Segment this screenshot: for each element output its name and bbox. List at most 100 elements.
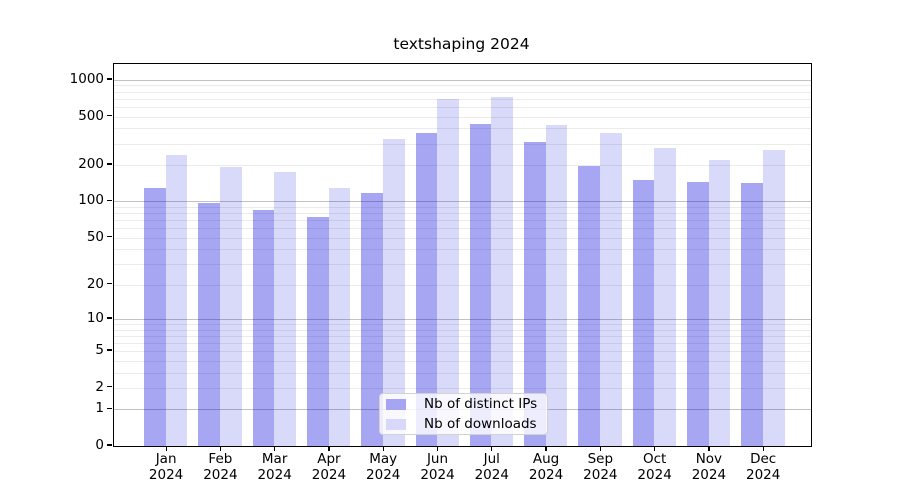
y-tick-mark — [107, 407, 112, 409]
y-tick-mark — [107, 163, 112, 165]
x-tick-label-aug: Aug 2024 — [528, 451, 564, 483]
bar-downloads-apr — [328, 187, 351, 446]
minor-gridline — [114, 220, 811, 222]
major-gridline — [114, 318, 811, 320]
x-tick-label-feb: Feb 2024 — [203, 451, 238, 483]
chart-title: textshaping 2024 — [393, 35, 530, 53]
y-tick-label: 10 — [86, 309, 104, 326]
minor-gridline — [114, 143, 811, 145]
x-tick-label-oct: Oct 2024 — [637, 451, 672, 483]
y-tick-label: 50 — [86, 228, 104, 245]
bar-ips-jul — [469, 124, 492, 446]
x-tick-label-apr: Apr 2024 — [311, 451, 347, 483]
x-tick-label-dec: Dec 2024 — [745, 451, 781, 483]
x-tick-mark — [491, 446, 493, 452]
bar-ips-feb — [198, 202, 221, 446]
x-tick-mark — [165, 446, 167, 452]
minor-gridline — [114, 98, 811, 100]
x-tick-mark — [545, 446, 547, 452]
minor-gridline — [114, 264, 811, 266]
y-tick-mark — [107, 283, 112, 285]
bar-downloads-jun — [437, 99, 459, 446]
bar-downloads-jan — [165, 154, 188, 446]
bar-ips-aug — [524, 141, 546, 446]
minor-gridline — [114, 213, 811, 215]
bar-downloads-nov — [708, 159, 731, 446]
x-tick-mark — [328, 446, 330, 452]
minor-gridline — [114, 351, 811, 353]
legend-swatch-downloads — [386, 418, 406, 430]
minor-gridline — [114, 360, 811, 362]
bar-ips-may — [361, 192, 383, 446]
minor-gridline — [114, 164, 811, 166]
legend-item-downloads: Nb of downloads — [386, 414, 547, 434]
y-tick-label: 500 — [78, 107, 104, 124]
minor-gridline — [114, 228, 811, 230]
bar-downloads-may — [382, 138, 405, 446]
y-tick-mark — [107, 349, 112, 351]
bar-downloads-mar — [274, 171, 297, 446]
bar-ips-jan — [144, 187, 166, 446]
legend-swatch-distinct-ips — [386, 398, 406, 410]
y-tick-mark — [107, 444, 112, 446]
y-tick-label: 5 — [95, 342, 104, 359]
minor-gridline — [114, 335, 811, 337]
y-tick-label: 2 — [95, 378, 104, 395]
bar-downloads-aug — [545, 124, 568, 446]
minor-gridline — [114, 128, 811, 130]
bar-ips-dec — [741, 183, 763, 446]
y-tick-mark — [107, 236, 112, 238]
minor-gridline — [114, 372, 811, 374]
bar-downloads-sep — [600, 132, 622, 446]
y-tick-label: 200 — [78, 155, 104, 172]
bar-ips-nov — [686, 181, 709, 446]
x-tick-label-may: May 2024 — [366, 451, 401, 483]
bar-ips-oct — [632, 180, 655, 446]
major-gridline — [114, 201, 811, 203]
bar-ips-apr — [306, 217, 329, 446]
x-tick-label-mar: Mar 2024 — [257, 451, 292, 483]
y-tick-mark — [107, 386, 112, 388]
x-tick-label-sep: Sep 2024 — [583, 451, 618, 483]
bar-ips-sep — [578, 165, 601, 446]
x-tick-mark — [708, 446, 710, 452]
minor-gridline — [114, 387, 811, 389]
minor-gridline — [114, 342, 811, 344]
minor-gridline — [114, 237, 811, 239]
y-tick-mark — [107, 78, 112, 80]
x-tick-label-jul: Jul 2024 — [474, 451, 509, 483]
minor-gridline — [114, 284, 811, 286]
x-tick-mark — [436, 446, 439, 452]
x-tick-label-jun: Jun 2024 — [420, 451, 455, 483]
x-tick-mark — [219, 446, 222, 452]
bar-ips-mar — [252, 210, 275, 446]
minor-gridline — [114, 329, 811, 331]
x-tick-mark — [599, 446, 602, 452]
x-tick-label-nov: Nov 2024 — [691, 451, 727, 483]
plot-area: Nb of distinct IPs Nb of downloads — [113, 63, 812, 447]
minor-gridline — [114, 85, 811, 87]
minor-gridline — [114, 323, 811, 325]
bar-ips-jun — [415, 132, 438, 446]
major-gridline — [114, 79, 811, 81]
bar-downloads-oct — [654, 147, 676, 446]
y-tick-mark — [107, 199, 112, 202]
x-tick-mark — [382, 446, 384, 452]
y-tick-mark — [107, 317, 112, 319]
minor-gridline — [114, 106, 811, 108]
y-tick-label: 1000 — [69, 70, 104, 87]
legend-label-distinct-ips: Nb of distinct IPs — [424, 396, 538, 412]
legend-item-distinct-ips: Nb of distinct IPs — [386, 394, 547, 414]
y-tick-label: 1 — [95, 400, 104, 417]
x-tick-mark — [274, 446, 276, 452]
legend-label-downloads: Nb of downloads — [424, 416, 537, 432]
minor-gridline — [114, 206, 811, 208]
y-tick-label: 20 — [86, 275, 104, 292]
y-tick-label: 0 — [95, 437, 104, 453]
minor-gridline — [114, 116, 811, 118]
x-tick-mark — [654, 446, 656, 452]
y-tick-mark — [107, 114, 112, 117]
bar-downloads-feb — [220, 166, 242, 446]
bar-downloads-dec — [762, 149, 785, 446]
